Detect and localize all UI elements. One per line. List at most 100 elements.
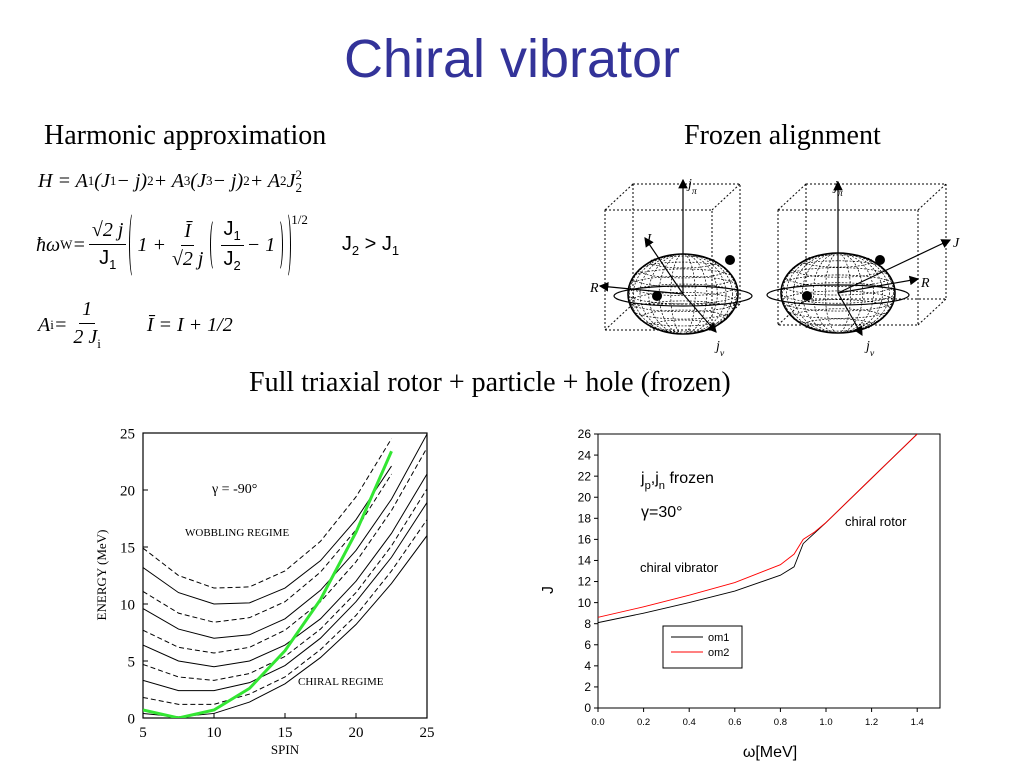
y-tick-label: 25 bbox=[120, 426, 135, 442]
equation-part: 2 J bbox=[73, 326, 98, 348]
wire bbox=[785, 299, 891, 319]
equation-group: J1 bbox=[220, 218, 244, 246]
series-line bbox=[143, 438, 392, 589]
annotation: jp,jn frozen bbox=[640, 470, 714, 492]
equation-part: − 1 bbox=[246, 233, 276, 256]
equation-part: 1 bbox=[391, 242, 400, 258]
equation-part: 1 bbox=[79, 298, 96, 324]
particle bbox=[802, 291, 812, 301]
equation-part: J bbox=[99, 246, 110, 269]
y-tick-label: 2 bbox=[584, 680, 591, 694]
equation-part: (J bbox=[94, 169, 110, 192]
equation-part: J bbox=[341, 232, 352, 255]
vector bbox=[837, 292, 863, 337]
plot-frame bbox=[597, 433, 941, 709]
series-line bbox=[143, 433, 427, 639]
x-tick-label: 1.4 bbox=[911, 717, 924, 728]
equation: ħω W = √2 j J1 1 + Ī √2 j J1 J2 − 1 1/2 J2 >… bbox=[36, 212, 399, 278]
legend-label: om2 bbox=[708, 647, 729, 659]
y-tick-label: 4 bbox=[584, 659, 591, 673]
left-heading: Harmonic approximation bbox=[44, 120, 327, 151]
equation-group: Ī √2 j bbox=[169, 220, 207, 271]
equation-part: H = A bbox=[38, 169, 88, 192]
equation-part: 2 bbox=[147, 173, 154, 188]
equation-group: J1 J2 bbox=[220, 218, 244, 273]
equation-part: 1 bbox=[233, 227, 241, 243]
text-part: ν bbox=[720, 348, 725, 359]
annotation: WOBBLING REGIME bbox=[185, 527, 289, 539]
annotation: chiral rotor bbox=[845, 514, 907, 529]
text-part: π bbox=[838, 188, 844, 199]
x-tick-label: 1.0 bbox=[819, 717, 832, 728]
text-part: π bbox=[692, 186, 698, 197]
equation-part: 2 bbox=[351, 242, 360, 258]
wire bbox=[628, 291, 738, 313]
equation-part: Ī = I + 1/2 bbox=[146, 313, 233, 336]
equation-part: − j) bbox=[116, 169, 148, 192]
vector-label: R bbox=[589, 281, 599, 296]
parenthesis bbox=[283, 212, 292, 278]
vector-label: R bbox=[920, 276, 930, 291]
equation-group: J2 bbox=[221, 246, 244, 273]
annotation: chiral vibrator bbox=[640, 560, 719, 575]
equation-part: > J bbox=[359, 232, 392, 255]
y-tick-label: 5 bbox=[128, 654, 136, 670]
dotted-box bbox=[604, 183, 634, 211]
equation-part: 1 bbox=[87, 173, 95, 188]
dotted-box bbox=[711, 183, 741, 211]
equation-part: 2 bbox=[243, 173, 250, 188]
legend-label: om1 bbox=[708, 632, 729, 644]
subheading: Full triaxial rotor + particle + hole (f… bbox=[249, 367, 731, 398]
y-tick-label: 14 bbox=[578, 554, 592, 568]
series-line bbox=[143, 450, 393, 718]
vector-label: J bbox=[953, 236, 960, 251]
y-tick-label: 12 bbox=[578, 575, 592, 589]
vector-label: jπ bbox=[832, 179, 844, 199]
equation-part: (J bbox=[190, 169, 206, 192]
vector-label: jπ bbox=[686, 177, 698, 197]
series-line bbox=[143, 488, 427, 681]
x-tick-label: 10 bbox=[207, 725, 222, 741]
x-tick-label: 0.8 bbox=[774, 717, 787, 728]
vector bbox=[598, 282, 684, 295]
y-tick-label: 16 bbox=[578, 533, 592, 547]
equation-part: W bbox=[60, 237, 73, 252]
dotted-box bbox=[777, 209, 919, 326]
annotation: CHIRAL REGIME bbox=[298, 676, 384, 688]
equation-part: = bbox=[53, 313, 68, 336]
dotted-box bbox=[917, 183, 947, 211]
text-part: j bbox=[686, 177, 692, 192]
equation-part: = bbox=[72, 233, 86, 256]
text-part: j bbox=[832, 179, 838, 194]
series-line bbox=[143, 502, 427, 692]
y-tick-label: 10 bbox=[120, 597, 135, 613]
x-tick-label: 15 bbox=[278, 725, 293, 741]
y-tick-label: 0 bbox=[584, 701, 591, 715]
parenthesis bbox=[129, 212, 137, 278]
y-axis-label: J bbox=[540, 586, 557, 594]
dotted-box bbox=[632, 183, 741, 305]
vector-label: jν bbox=[714, 339, 725, 359]
dotted-box bbox=[604, 303, 634, 331]
text-part: j bbox=[640, 470, 645, 487]
vector bbox=[644, 237, 684, 295]
legend-box bbox=[662, 625, 743, 669]
series-line bbox=[598, 434, 918, 618]
text-part: ν bbox=[870, 348, 875, 359]
series-line bbox=[143, 519, 427, 705]
equation-group: J1 bbox=[96, 245, 119, 272]
plot-frame bbox=[142, 432, 428, 719]
equation-part: 2 bbox=[295, 167, 302, 182]
wire bbox=[793, 252, 883, 334]
equation-part: 2 bbox=[280, 173, 287, 188]
equation-group: 2 Ji bbox=[70, 324, 104, 352]
text-part: j bbox=[864, 339, 870, 354]
y-axis-label: ENERGY (MeV) bbox=[94, 530, 109, 621]
y-tick-label: 24 bbox=[578, 448, 592, 462]
equation-part: 1/2 bbox=[291, 212, 308, 227]
